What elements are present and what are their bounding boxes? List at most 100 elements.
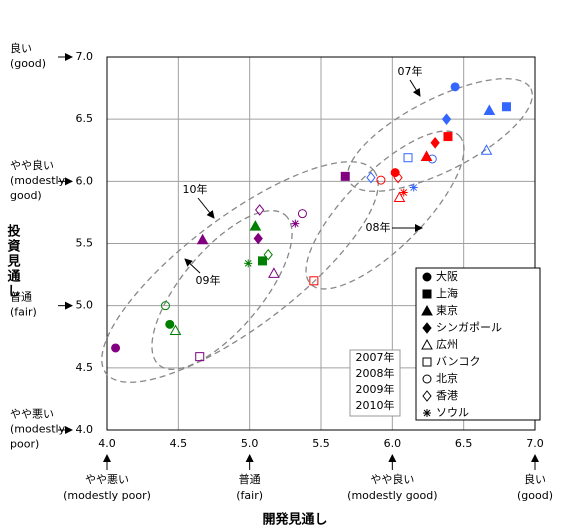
legend-label: 2008年 (356, 366, 395, 380)
x-side-label: (good) (517, 489, 553, 502)
x-side-label: (fair) (236, 489, 263, 502)
x-side-label: (modestly good) (347, 489, 437, 502)
x-side-label: やや悪い (85, 473, 129, 486)
point (422, 322, 432, 334)
point (422, 374, 432, 384)
point (253, 232, 263, 245)
legend-label: バンコク (436, 355, 481, 368)
point (165, 319, 175, 329)
ellipse-08 (305, 130, 465, 290)
annotation: 08年 (366, 220, 391, 234)
legend-label: 広州 (436, 338, 458, 351)
y-tick-label: 6.0 (76, 174, 94, 187)
point (160, 301, 170, 311)
annotation: 10年 (183, 182, 208, 196)
legend-label: 上海 (436, 286, 458, 300)
annotation: 07年 (398, 64, 423, 78)
plot-border (106, 56, 536, 431)
x-side-label: (modestly poor) (63, 489, 151, 502)
point (422, 289, 432, 299)
point (268, 267, 280, 278)
point (422, 357, 432, 367)
point (309, 276, 319, 286)
y-tick-label: 5.0 (76, 299, 94, 312)
point (393, 191, 406, 202)
ellipses (101, 78, 533, 383)
x-tick-label: 5.5 (312, 437, 330, 450)
point (483, 104, 496, 115)
legend-label: ソウル (436, 406, 469, 419)
y-tick-label: 6.5 (76, 112, 94, 125)
y-tick-label: 4.5 (76, 361, 94, 374)
point (393, 171, 403, 184)
x-tick-label: 6.0 (384, 437, 402, 450)
y-side-label: やや良い (10, 158, 54, 172)
point (403, 153, 413, 163)
y-side-label: 普通 (10, 290, 32, 304)
point (263, 248, 273, 261)
y-side-label: good) (10, 189, 42, 202)
y-side-label: poor) (10, 438, 39, 451)
point (399, 188, 408, 197)
y-side-label: (modestly (10, 174, 66, 187)
point (443, 132, 453, 142)
point (297, 209, 307, 219)
point (249, 220, 262, 231)
point (196, 233, 209, 245)
point (169, 324, 182, 336)
points (111, 82, 511, 362)
y-side-label: やや悪い (10, 408, 54, 421)
point (366, 171, 376, 184)
point (441, 113, 452, 125)
x-tick-label: 7.0 (526, 437, 544, 450)
y-axis-title-char: 投 (7, 224, 20, 240)
ellipse-10 (101, 161, 379, 383)
legend-label: 東京 (436, 303, 458, 317)
y-axis-title-char: 資 (7, 239, 20, 255)
ellipse-07 (347, 78, 533, 192)
y-axis-title-char: 見 (6, 255, 20, 270)
x-tick-label: 4.5 (170, 437, 188, 450)
point (422, 272, 432, 282)
point (255, 204, 265, 216)
x-side-label: 良い (524, 472, 546, 486)
point (421, 304, 433, 316)
legend-label: 北京 (436, 371, 458, 385)
x-tick-label: 5.0 (241, 437, 259, 450)
point (421, 338, 433, 350)
point (376, 175, 386, 185)
x-tick-label: 4.0 (98, 437, 116, 450)
point (423, 409, 431, 417)
legend-label: シンガポール (436, 321, 502, 334)
y-tick-label: 4.0 (76, 423, 94, 436)
point (450, 82, 460, 92)
x-side-label: 普通 (239, 472, 261, 486)
point (244, 259, 253, 268)
point (420, 150, 433, 161)
ellipse-09 (151, 209, 293, 371)
point (258, 256, 268, 266)
annotation: 09年 (196, 273, 221, 287)
arrow (197, 197, 215, 219)
point (409, 183, 418, 192)
legend (415, 267, 541, 421)
y-tick-label: 7.0 (76, 50, 94, 63)
year-legend (349, 349, 401, 417)
x-axis-title: 開発見通し (262, 512, 327, 528)
legend-label: 2010年 (356, 398, 395, 412)
point (501, 102, 511, 112)
y-side-label: (fair) (10, 306, 37, 319)
point (111, 343, 121, 353)
point (340, 171, 350, 181)
legend-label: 大阪 (436, 269, 458, 283)
legend-label: 香港 (436, 389, 458, 402)
point (291, 219, 300, 228)
point (480, 144, 493, 155)
y-tick-label: 5.5 (76, 237, 94, 250)
point (430, 136, 440, 149)
x-side-label: やや良い (370, 472, 414, 486)
point (422, 390, 432, 402)
y-axis-title-char: 通 (7, 269, 20, 285)
